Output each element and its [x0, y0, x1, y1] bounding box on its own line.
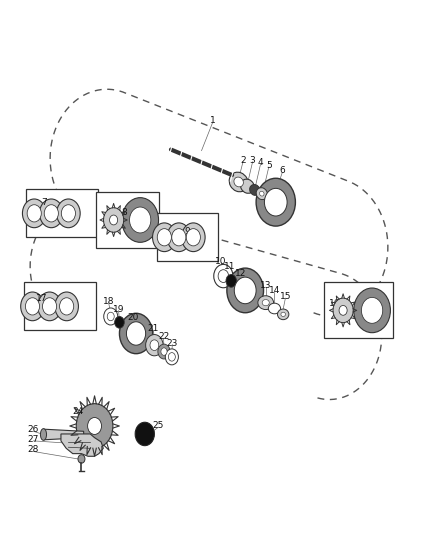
Circle shape — [130, 207, 151, 233]
Circle shape — [186, 229, 201, 246]
Circle shape — [172, 229, 186, 246]
Text: 27: 27 — [28, 435, 39, 444]
Ellipse shape — [250, 184, 260, 196]
Circle shape — [135, 422, 154, 446]
Text: 11: 11 — [224, 262, 235, 271]
Polygon shape — [61, 434, 103, 456]
Circle shape — [181, 223, 205, 252]
Circle shape — [104, 308, 118, 325]
Text: 20: 20 — [127, 312, 138, 321]
Text: 5: 5 — [266, 161, 272, 170]
Circle shape — [103, 208, 124, 232]
Text: 28: 28 — [28, 446, 39, 455]
Text: 12: 12 — [235, 269, 247, 278]
FancyBboxPatch shape — [24, 282, 96, 330]
Polygon shape — [43, 429, 84, 440]
Text: 19: 19 — [113, 304, 124, 313]
Ellipse shape — [240, 179, 254, 193]
Text: 9: 9 — [184, 228, 190, 237]
Circle shape — [157, 229, 171, 246]
Circle shape — [333, 298, 353, 322]
FancyBboxPatch shape — [25, 189, 98, 237]
Circle shape — [76, 403, 113, 448]
Text: 26: 26 — [28, 425, 39, 434]
Text: 25: 25 — [152, 422, 163, 431]
Circle shape — [158, 344, 170, 359]
Circle shape — [122, 198, 159, 243]
FancyBboxPatch shape — [96, 192, 159, 248]
Circle shape — [78, 455, 85, 463]
Text: 17: 17 — [36, 294, 48, 303]
Text: 23: 23 — [166, 338, 178, 348]
Ellipse shape — [278, 309, 289, 320]
Circle shape — [55, 292, 78, 321]
Circle shape — [44, 205, 58, 222]
Circle shape — [39, 199, 63, 228]
Circle shape — [61, 205, 75, 222]
Circle shape — [152, 223, 176, 252]
Circle shape — [110, 215, 118, 225]
Circle shape — [120, 313, 152, 354]
Ellipse shape — [258, 296, 274, 310]
Circle shape — [27, 205, 41, 222]
Circle shape — [168, 353, 175, 361]
Ellipse shape — [256, 188, 267, 200]
Text: 15: 15 — [279, 292, 291, 301]
Text: 18: 18 — [103, 296, 114, 305]
Circle shape — [218, 270, 229, 282]
Circle shape — [226, 274, 237, 287]
Circle shape — [227, 268, 264, 313]
Ellipse shape — [234, 177, 244, 187]
Circle shape — [25, 298, 39, 315]
Circle shape — [115, 317, 124, 328]
Text: 22: 22 — [158, 332, 169, 341]
Circle shape — [165, 349, 178, 365]
Ellipse shape — [281, 312, 286, 317]
Circle shape — [150, 340, 159, 351]
Text: 10: 10 — [215, 257, 227, 265]
Ellipse shape — [260, 191, 264, 196]
Text: 8: 8 — [121, 208, 127, 217]
Circle shape — [22, 199, 46, 228]
Circle shape — [57, 199, 80, 228]
Circle shape — [167, 223, 191, 252]
FancyBboxPatch shape — [157, 213, 218, 261]
Text: 24: 24 — [73, 407, 84, 416]
Circle shape — [234, 277, 256, 304]
Text: 2: 2 — [240, 156, 246, 165]
Circle shape — [265, 188, 287, 216]
Circle shape — [146, 335, 163, 356]
Text: 7: 7 — [42, 198, 47, 207]
Text: 6: 6 — [279, 166, 285, 175]
Ellipse shape — [40, 429, 46, 440]
Circle shape — [88, 417, 102, 434]
Circle shape — [38, 292, 61, 321]
Text: 3: 3 — [250, 156, 255, 165]
Ellipse shape — [229, 172, 248, 192]
Circle shape — [21, 292, 44, 321]
Circle shape — [214, 264, 233, 288]
FancyBboxPatch shape — [324, 282, 393, 338]
Circle shape — [361, 297, 383, 324]
Circle shape — [161, 348, 167, 356]
Text: 21: 21 — [148, 324, 159, 333]
Text: 16: 16 — [328, 299, 340, 308]
Text: 13: 13 — [260, 280, 272, 289]
Ellipse shape — [268, 303, 281, 314]
Circle shape — [60, 298, 74, 315]
Circle shape — [107, 312, 114, 321]
Circle shape — [127, 322, 146, 345]
Text: 1: 1 — [209, 116, 215, 125]
Circle shape — [339, 305, 347, 316]
Ellipse shape — [262, 300, 269, 306]
Text: 4: 4 — [258, 158, 263, 167]
Text: 14: 14 — [269, 286, 280, 295]
Circle shape — [256, 178, 295, 226]
Circle shape — [354, 288, 390, 333]
Circle shape — [42, 298, 57, 315]
